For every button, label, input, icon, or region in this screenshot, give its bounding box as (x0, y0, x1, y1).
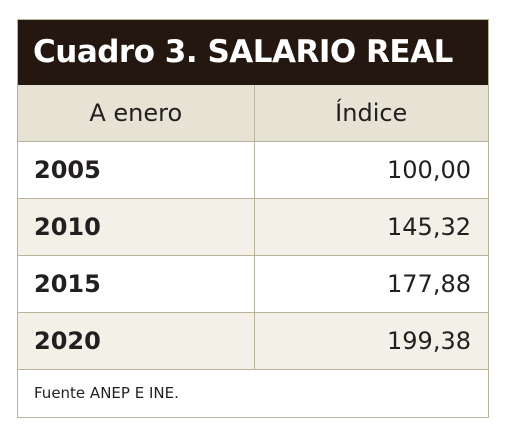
index-cell: 145,32 (254, 197, 488, 255)
table-card: Cuadro 3. SALARIO REAL A enero Índice 20… (17, 19, 489, 418)
index-cell: 199,38 (254, 311, 488, 369)
salary-table: A enero Índice 2005 100,00 2010 145,32 2… (18, 85, 488, 416)
table-row: 2010 145,32 (18, 197, 488, 255)
table-row: 2015 177,88 (18, 254, 488, 312)
column-header-index: Índice (254, 85, 488, 141)
table-title: Cuadro 3. SALARIO REAL (33, 34, 453, 70)
year-cell: 2010 (18, 197, 255, 255)
source-note: Fuente ANEP E INE. (18, 368, 488, 416)
column-header-year: A enero (18, 85, 255, 141)
table-title-bar: Cuadro 3. SALARIO REAL (18, 20, 488, 85)
index-cell: 177,88 (254, 254, 488, 312)
year-cell: 2015 (18, 254, 255, 312)
year-cell: 2020 (18, 311, 255, 369)
header-row: A enero Índice (18, 85, 488, 141)
year-cell: 2005 (18, 140, 255, 198)
source-row: Fuente ANEP E INE. (18, 368, 488, 416)
table-row: 2020 199,38 (18, 311, 488, 369)
index-cell: 100,00 (254, 140, 488, 198)
table-row: 2005 100,00 (18, 140, 488, 198)
